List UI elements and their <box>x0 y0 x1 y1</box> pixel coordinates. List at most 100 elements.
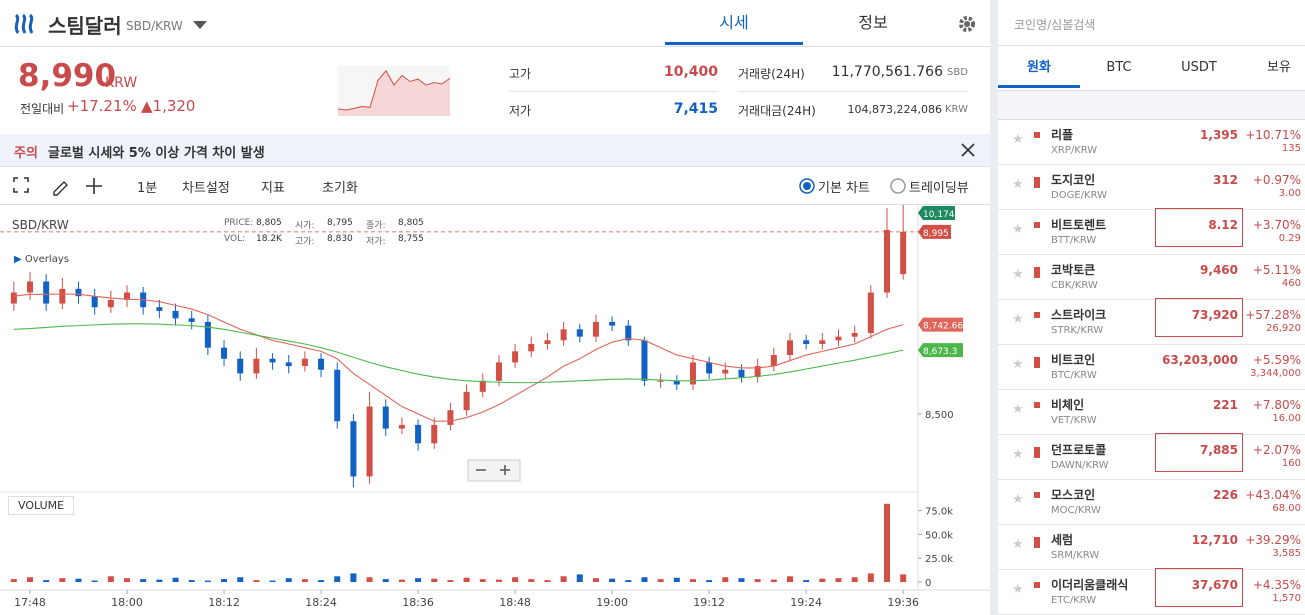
coin-price: 8.12 <box>1208 218 1238 232</box>
zoom-controls[interactable] <box>467 459 521 482</box>
divider <box>0 204 990 205</box>
candle-body <box>221 347 228 359</box>
mini-candle <box>1034 492 1040 498</box>
candle-body <box>318 358 325 370</box>
low-label: 저가 <box>509 104 532 118</box>
coin-name[interactable]: 모스코인 <box>1051 488 1096 502</box>
coin-name[interactable]: 이더리움클래식 <box>1051 578 1129 592</box>
tab[interactable]: USDT <box>1181 60 1217 75</box>
expand-arrow: ▶ <box>14 254 25 265</box>
reset[interactable]: 초기화 <box>322 181 358 196</box>
candle-body <box>819 340 826 345</box>
info-label: PRICE: <box>224 218 254 228</box>
coin-change-pct: +2.07% <box>1252 443 1301 457</box>
tradingview[interactable]: 트레이딩뷰 <box>909 181 969 196</box>
candle-body <box>609 321 616 326</box>
info-value: 8,830 <box>327 234 353 244</box>
coin-symbol: DAWN/KRW <box>1051 460 1109 471</box>
search-input[interactable]: 코인명/심볼검색 <box>1014 18 1096 32</box>
x-tick-label: 17:48 <box>14 596 46 609</box>
dropdown[interactable] <box>193 21 207 30</box>
price-chart: 8,500 0 25.0k 50.0k 75.0k 17:48 18:00 18:12 18:2… <box>0 205 990 609</box>
toolbar-icons[interactable] <box>12 176 112 198</box>
interval[interactable]: 1분 <box>137 181 158 196</box>
star: ★ <box>1012 177 1024 192</box>
coin-name[interactable]: 비트토렌트 <box>1051 218 1107 232</box>
tab[interactable]: 정보 <box>858 13 888 32</box>
star: ★ <box>1012 492 1024 507</box>
info-label: 종가: <box>366 221 386 231</box>
info-value: 8,755 <box>398 234 424 244</box>
coin-change-pct: +7.80% <box>1252 398 1301 412</box>
coin-symbol: XRP/KRW <box>1051 145 1098 156</box>
coin-symbol: SRM/KRW <box>1051 550 1100 561</box>
tab[interactable]: BTC <box>1106 60 1132 75</box>
chart-settings[interactable]: 차트설정 <box>182 181 230 196</box>
tab-active[interactable]: 원화 <box>998 48 1080 88</box>
coin-name[interactable]: 스트라이크 <box>1051 308 1107 322</box>
coin-name[interactable]: 도지코인 <box>1051 173 1096 187</box>
info-value: 8,805 <box>398 218 424 228</box>
candle-body <box>479 380 486 392</box>
change-pct: +17.21% <box>67 97 137 115</box>
candle-body <box>512 351 519 363</box>
radio-buttons[interactable] <box>798 176 988 196</box>
divider <box>0 46 990 47</box>
plot <box>0 205 918 488</box>
coin-name[interactable]: 비트코인 <box>1051 353 1096 367</box>
star: ★ <box>1012 582 1024 597</box>
mini-candle <box>1034 357 1040 368</box>
tab-active[interactable]: 시세 <box>665 0 803 45</box>
mini-candle <box>1034 222 1040 228</box>
coin-name[interactable]: 세럼 <box>1051 533 1074 547</box>
coin-symbol: VET/KRW <box>1051 415 1097 426</box>
volume-button[interactable]: VOLUME <box>8 496 75 515</box>
candle-body <box>528 344 535 352</box>
y-tick-label: 8,500 <box>925 410 954 421</box>
settings-icon[interactable] <box>957 14 977 34</box>
tab[interactable]: 보유 <box>1267 60 1291 75</box>
price-label: 8,995 <box>923 229 949 239</box>
coin-change-amt: 135 <box>1281 143 1301 154</box>
volume-bar <box>900 574 907 582</box>
divider <box>509 91 718 92</box>
change-amt: ▲1,320 <box>141 97 196 115</box>
candle-body <box>301 358 308 367</box>
basic-chart[interactable]: 기본 차트 <box>818 181 870 196</box>
row-border <box>998 164 1305 165</box>
candle-body <box>835 336 842 341</box>
mini-candle <box>1034 132 1040 138</box>
close-icon[interactable] <box>961 143 975 157</box>
candle-body <box>786 340 793 356</box>
indicators[interactable]: 지표 <box>261 181 285 196</box>
volume-bar <box>884 503 891 582</box>
candle-body <box>91 296 98 308</box>
row-border <box>998 569 1305 570</box>
star: ★ <box>1012 222 1024 237</box>
coin-name[interactable]: 던프로토콜 <box>1051 443 1107 457</box>
sparkline <box>338 66 450 116</box>
coin-change-pct: +39.29% <box>1245 533 1301 547</box>
overlays[interactable]: ▶ Overlays <box>14 254 69 265</box>
x-tick-label: 19:36 <box>887 596 919 609</box>
candle-body <box>851 332 858 337</box>
coin-name[interactable]: 리플 <box>1051 128 1074 142</box>
coin-name[interactable]: 비체인 <box>1051 398 1085 412</box>
candle-body <box>657 380 664 382</box>
candle-body <box>75 288 82 297</box>
volume-bar <box>124 578 131 582</box>
divider <box>0 166 990 167</box>
volume-tick-label: 0 <box>925 578 931 589</box>
volume-bar <box>673 577 680 582</box>
coin-name[interactable]: 코박토큰 <box>1051 263 1096 277</box>
x-tick-label: 18:36 <box>402 596 434 609</box>
coin-logo <box>14 13 34 34</box>
volume-bar <box>722 577 729 582</box>
candle-body <box>285 362 292 367</box>
volume-bar <box>689 579 696 582</box>
star: ★ <box>1012 402 1024 417</box>
candle-body <box>107 299 114 308</box>
volume-tick-label: 50.0k <box>925 530 953 541</box>
candle-body <box>495 362 502 381</box>
candle-body <box>237 358 244 374</box>
